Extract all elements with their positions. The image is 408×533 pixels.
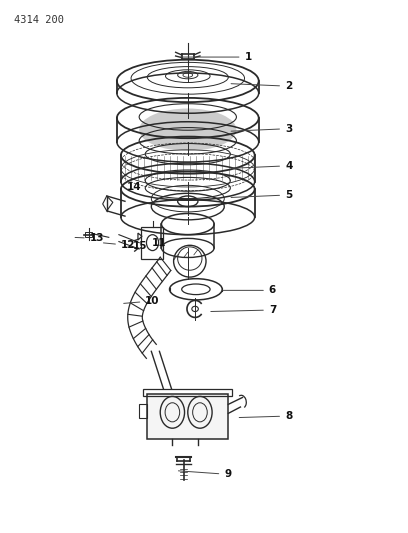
Text: 4: 4 xyxy=(231,161,293,171)
Text: 12: 12 xyxy=(104,240,135,251)
Bar xyxy=(147,394,228,439)
Text: 9: 9 xyxy=(178,470,231,479)
Ellipse shape xyxy=(139,109,236,151)
Text: 5: 5 xyxy=(231,190,292,200)
Text: 11: 11 xyxy=(151,238,166,248)
Text: 14: 14 xyxy=(122,182,142,192)
Text: 15: 15 xyxy=(129,241,148,252)
Text: 4314 200: 4314 200 xyxy=(13,14,64,25)
Text: 13: 13 xyxy=(75,233,104,244)
Bar xyxy=(143,389,233,397)
Text: 8: 8 xyxy=(239,411,292,421)
Text: 10: 10 xyxy=(124,296,160,306)
Text: 3: 3 xyxy=(231,124,292,134)
Text: 6: 6 xyxy=(223,285,276,295)
Bar xyxy=(85,231,92,237)
Text: 2: 2 xyxy=(231,81,292,91)
Text: 7: 7 xyxy=(211,305,276,315)
Bar xyxy=(139,405,147,418)
Text: 1: 1 xyxy=(180,52,252,62)
Bar xyxy=(141,227,164,259)
